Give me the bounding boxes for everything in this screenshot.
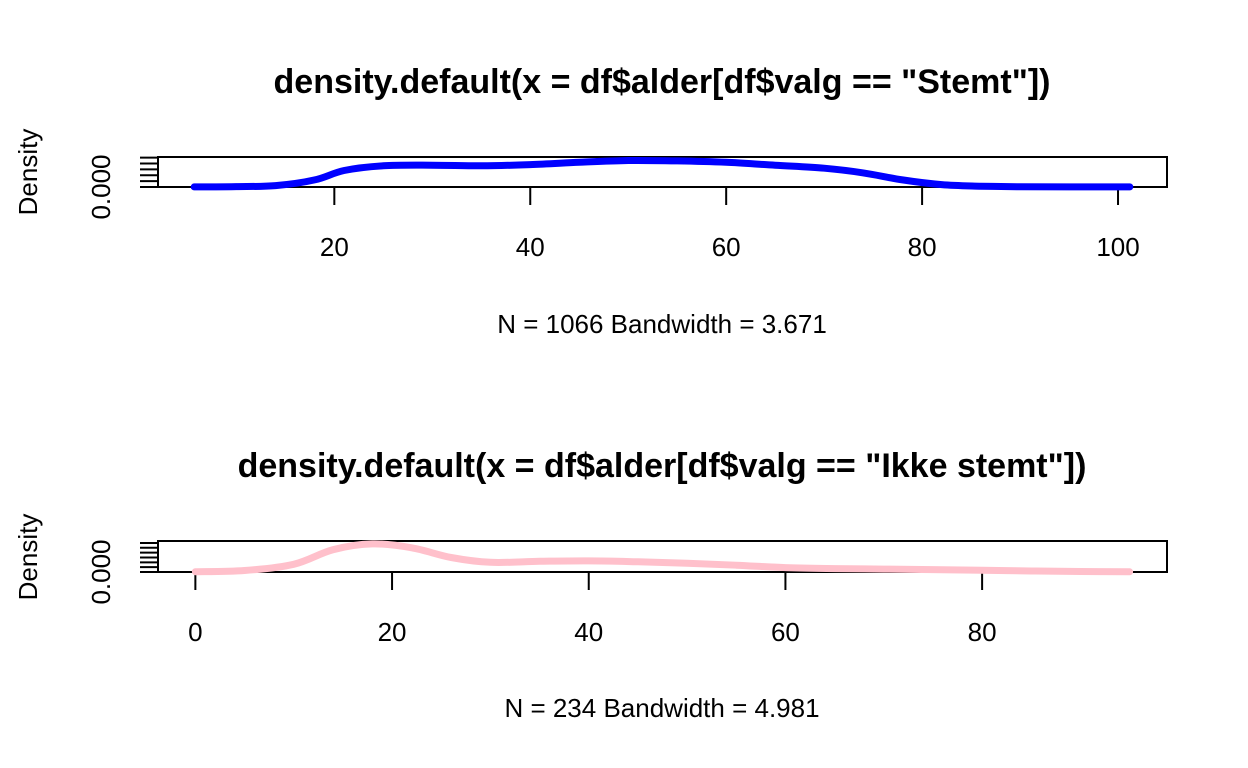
x-axis: 20 40 60 80 100	[320, 187, 1140, 262]
panel-ikke-stemt: density.default(x = df$alder[df$valg == …	[13, 447, 1168, 723]
panel-stemt: density.default(x = df$alder[df$valg == …	[13, 63, 1168, 339]
x-axis: 0 20 40 60 80	[188, 572, 997, 647]
plot-frame	[157, 156, 1168, 188]
y-minor-ticks	[140, 156, 158, 183]
x-tick-label: 40	[516, 232, 545, 262]
x-tick-label: 0	[188, 617, 202, 647]
x-tick-label: 20	[320, 232, 349, 262]
x-tick-label: 80	[908, 232, 937, 262]
x-tick-label: 60	[712, 232, 741, 262]
x-tick-label: 60	[771, 617, 800, 647]
y-axis-label: Density	[13, 129, 43, 216]
y-minor-ticks	[140, 541, 158, 569]
x-tick-label: 80	[968, 617, 997, 647]
chart-title: density.default(x = df$alder[df$valg == …	[238, 447, 1087, 485]
x-tick-label: 20	[378, 617, 407, 647]
y-axis: 0.000 Density	[13, 129, 158, 220]
y-axis: 0.000 Density	[13, 514, 158, 605]
density-line-stemt	[190, 156, 1134, 191]
y-tick-label: 0.000	[86, 154, 116, 219]
x-axis-label: N = 234 Bandwidth = 4.981	[504, 693, 819, 723]
density-line-ikke-stemt	[191, 540, 1134, 576]
y-axis-label: Density	[13, 514, 43, 601]
y-tick-label: 0.000	[86, 539, 116, 604]
x-tick-label: 100	[1096, 232, 1139, 262]
x-tick-label: 40	[574, 617, 603, 647]
chart-title: density.default(x = df$alder[df$valg == …	[274, 63, 1051, 101]
x-axis-label: N = 1066 Bandwidth = 3.671	[497, 309, 827, 339]
